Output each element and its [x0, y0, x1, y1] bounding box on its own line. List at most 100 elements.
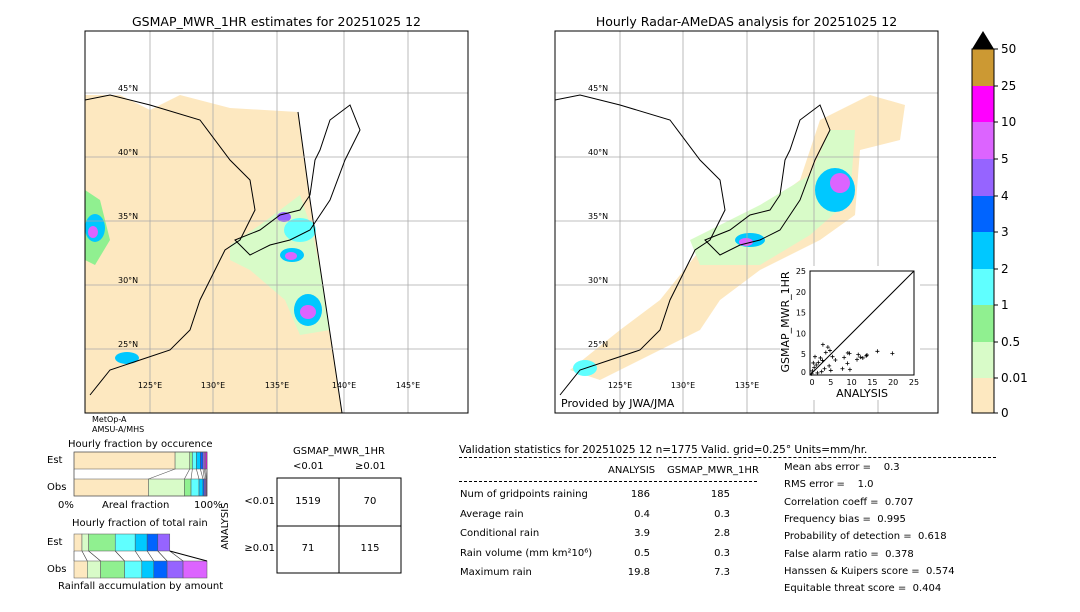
occ-obs-segment	[184, 478, 192, 497]
lat-label: 35°N	[588, 212, 608, 221]
scatter-point	[856, 352, 861, 357]
lon-label: 125°E	[608, 381, 632, 390]
stats-a: 0.4	[634, 508, 650, 520]
scatter-point	[828, 368, 833, 373]
occurrence-title: Hourly fraction by occurence	[68, 439, 213, 450]
colorbar-segment	[972, 305, 994, 342]
scatter-point	[864, 353, 869, 358]
rain-connector	[134, 550, 143, 562]
scatter-ylabel: GSMAP_MWR_1HR	[779, 271, 792, 373]
scatter-xtick: 25	[909, 378, 919, 387]
stats-label: Average rain	[460, 508, 524, 520]
lat-label: 30°N	[588, 276, 608, 285]
score-line: Correlation coeff = 0.707	[784, 496, 914, 508]
rain-area	[88, 226, 98, 238]
stats-label: Conditional rain	[460, 528, 540, 539]
lon-label: 145°E	[396, 381, 420, 390]
rain-est-segment	[81, 533, 89, 552]
rain-obs-segment	[87, 560, 101, 579]
sensor-label: MetOp-A AMSU-A/MHS	[92, 415, 144, 435]
lon-label: 135°E	[735, 381, 759, 390]
credit: Provided by JWA/JMA	[561, 397, 675, 410]
cell-10: 71	[301, 543, 315, 554]
rain-area	[284, 218, 316, 242]
scatter-point	[842, 355, 847, 360]
rain-est-segment	[134, 533, 148, 552]
scatter-point	[827, 348, 832, 353]
left-map-title: GSMAP_MWR_1HR estimates for 20251025 12	[132, 14, 421, 29]
rain-obs-segment	[73, 560, 88, 579]
stats-divider	[459, 457, 996, 458]
colorbar-label: 0.5	[1001, 335, 1020, 349]
occ-connector	[204, 468, 206, 480]
occ-connector	[202, 468, 205, 480]
scatter-ytick: 5	[801, 350, 806, 359]
rain-title: Hourly fraction of total rain	[72, 518, 208, 529]
cell-11: 115	[360, 543, 380, 554]
scatter-ytick: 15	[796, 309, 806, 318]
table-col-1: ≥0.01	[355, 461, 386, 472]
occ-est-segment	[189, 451, 193, 470]
scatter-diagonal	[809, 270, 915, 376]
scatter-point	[855, 357, 860, 362]
rain-connector	[81, 550, 88, 562]
rain-area	[300, 305, 316, 319]
map-frame	[554, 30, 939, 414]
scatter-xtick: 10	[847, 378, 857, 387]
occ-est-segment	[200, 451, 204, 470]
rain-connector	[169, 550, 184, 562]
scatter-point	[860, 355, 865, 360]
stats-col-analysis: ANALYSIS	[608, 465, 656, 476]
scatter-point	[830, 354, 835, 359]
rain-obs-segment	[182, 560, 208, 579]
scatter-point	[823, 350, 828, 355]
colorbar-segment	[972, 159, 994, 196]
rain-connector	[88, 550, 101, 562]
scatter-xtick: 20	[888, 378, 898, 387]
coastline-continent	[554, 94, 726, 396]
stats-col-gsmap: GSMAP_MWR_1HR	[667, 465, 759, 476]
colorbar-extend-arrow	[972, 31, 994, 49]
colorbar-label: 0.01	[1001, 371, 1028, 385]
lat-label: 45°N	[588, 84, 608, 93]
lat-label: 35°N	[118, 212, 138, 221]
stats-g: 2.8	[714, 528, 730, 539]
scatter-point	[820, 358, 825, 363]
occ-0pct: 0%	[58, 500, 74, 511]
lon-label: 130°E	[671, 381, 695, 390]
right-map-title: Hourly Radar-AMeDAS analysis for 2025102…	[595, 14, 898, 29]
lat-label: 45°N	[118, 84, 138, 93]
stats-g: 0.3	[714, 508, 730, 520]
colorbar-label: 50	[1001, 42, 1016, 56]
colorbar-label: 25	[1001, 79, 1016, 93]
rain-obs-segment	[166, 560, 184, 579]
cell-00: 1519	[295, 496, 321, 507]
scatter-ytick: 20	[796, 288, 806, 297]
score-line: Frequency bias = 0.995	[784, 513, 906, 525]
rain-obs-segment	[141, 560, 155, 579]
rain-xlabel: Rainfall accumulation by amount	[58, 581, 224, 592]
lat-label: 40°N	[588, 148, 608, 157]
occ-connector	[184, 468, 190, 480]
rain-connector	[146, 550, 155, 562]
table-row-title: ANALYSIS	[220, 502, 231, 550]
scatter-point	[812, 354, 817, 359]
scatter-point	[840, 366, 845, 371]
stats-a: 19.8	[627, 567, 650, 578]
lon-label: 140°E	[332, 381, 356, 390]
occ-est-segment	[73, 451, 176, 470]
scatter-xlabel: ANALYSIS	[836, 387, 888, 400]
scatter-xtick: 15	[867, 378, 877, 387]
map-frame	[84, 30, 469, 414]
radar-map: 125°E 130°E 135°E 45°N 40°N 35°N 30°N 25°N	[554, 30, 939, 414]
table-col-0: <0.01	[293, 461, 324, 472]
stats-a: 186	[630, 489, 650, 500]
stats-g: 7.3	[714, 567, 730, 578]
lat-label: 30°N	[118, 276, 138, 285]
scatter-point	[890, 351, 895, 356]
occ-connector	[196, 468, 200, 480]
scatter-point	[858, 355, 863, 360]
rain-obs-segment	[100, 560, 125, 579]
table-row-0: <0.01	[244, 496, 275, 507]
rain-connector	[115, 550, 125, 562]
